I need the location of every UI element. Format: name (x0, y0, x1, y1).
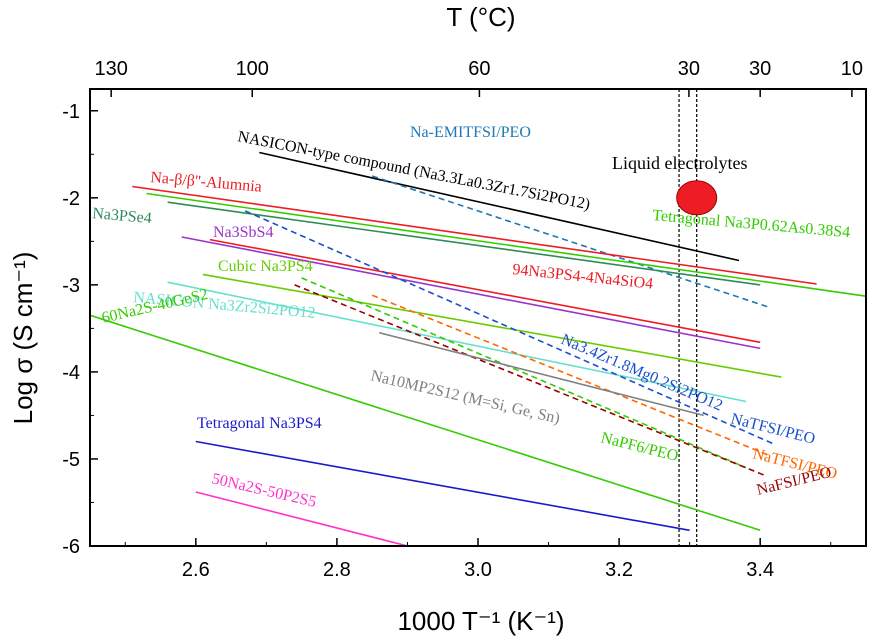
top-tick-label-4: 30 (749, 58, 771, 80)
y-axis-title: Log σ (S cm⁻¹) (8, 252, 38, 425)
marker-layer (676, 180, 718, 216)
series-line-2 (132, 185, 817, 285)
label-na3sbs4: Na3SbS4 (213, 224, 273, 241)
x-tick-label-4: 3.4 (746, 559, 774, 581)
series-line-7 (202, 273, 782, 378)
series-layer (90, 151, 866, 546)
ticks-layer: 2.6 2.8 3.0 3.2 3.4 -6 -5 -4 -3 -2 -1 130 100 60 30 30 1… (62, 58, 863, 581)
y-tick-label-4: -2 (62, 188, 80, 210)
label-tetragonal-na3p-as-s4: Tetragonal Na3P0.62As0.38S4 (652, 207, 851, 241)
series-line-4 (146, 192, 866, 297)
series-line-12 (301, 277, 747, 469)
series-line-0 (259, 151, 740, 262)
label-liquid-electrolytes: Liquid electrolytes (612, 153, 747, 173)
y-tick-label-0: -6 (62, 536, 80, 558)
series-line-5 (181, 236, 761, 350)
x-axis-title: 1000 T⁻¹ (K⁻¹) (397, 606, 564, 636)
series-line-13 (294, 284, 768, 478)
series-line-11 (371, 294, 768, 456)
plot-frame (89, 88, 867, 547)
y-tick-label-5: -1 (62, 101, 80, 123)
x-tick-label-2: 3.0 (464, 559, 492, 581)
label-50na2s: 50Na2S-50P2S5 (210, 470, 318, 511)
label-na3pse4: Na3PSe4 (92, 205, 153, 227)
label-natfsi-peo-blue: NaTFSI/PEO (729, 410, 817, 447)
x-tick-label-0: 2.6 (182, 559, 210, 581)
label-cubic-na3ps4: Cubic Na3PS4 (218, 258, 313, 275)
series-line-10 (244, 210, 775, 445)
series-line-6 (209, 238, 761, 344)
y-tick-label-3: -3 (62, 275, 80, 297)
y-tick-label-1: -5 (62, 449, 80, 471)
top-axis-title: T (°C) (446, 2, 515, 32)
label-nasicon-type: NASICON-type compound (Na3.3La0.3Zr1.7Si… (236, 128, 591, 213)
series-line-15 (195, 440, 690, 532)
series-line-3 (167, 201, 761, 286)
label-94na3ps4: 94Na3PS4-4Na4SiO4 (512, 261, 654, 293)
series-line-16 (195, 491, 408, 546)
top-tick-label-2: 60 (468, 58, 490, 80)
liquid-electrolytes-marker (676, 180, 718, 216)
y-tick-label-2: -4 (62, 362, 80, 384)
label-na-emitfsi-peo: Na-EMITFSI/PEO (410, 124, 531, 141)
top-tick-label-5: 10 (841, 58, 863, 80)
label-napf6-peo: NaPF6/PEO (599, 429, 680, 465)
x-tick-label-1: 2.8 (323, 559, 351, 581)
series-line-14 (379, 331, 704, 417)
top-tick-label-3: 30 (678, 58, 700, 80)
x-tick-label-3: 3.2 (605, 559, 633, 581)
top-tick-label-1: 100 (236, 58, 269, 80)
series-line-9 (90, 314, 761, 532)
series-line-8 (167, 281, 747, 403)
top-tick-label-0: 130 (94, 58, 127, 80)
reference-lines (678, 89, 698, 546)
label-tetragonal-na3ps4: Tetragonal Na3PS4 (197, 415, 322, 432)
